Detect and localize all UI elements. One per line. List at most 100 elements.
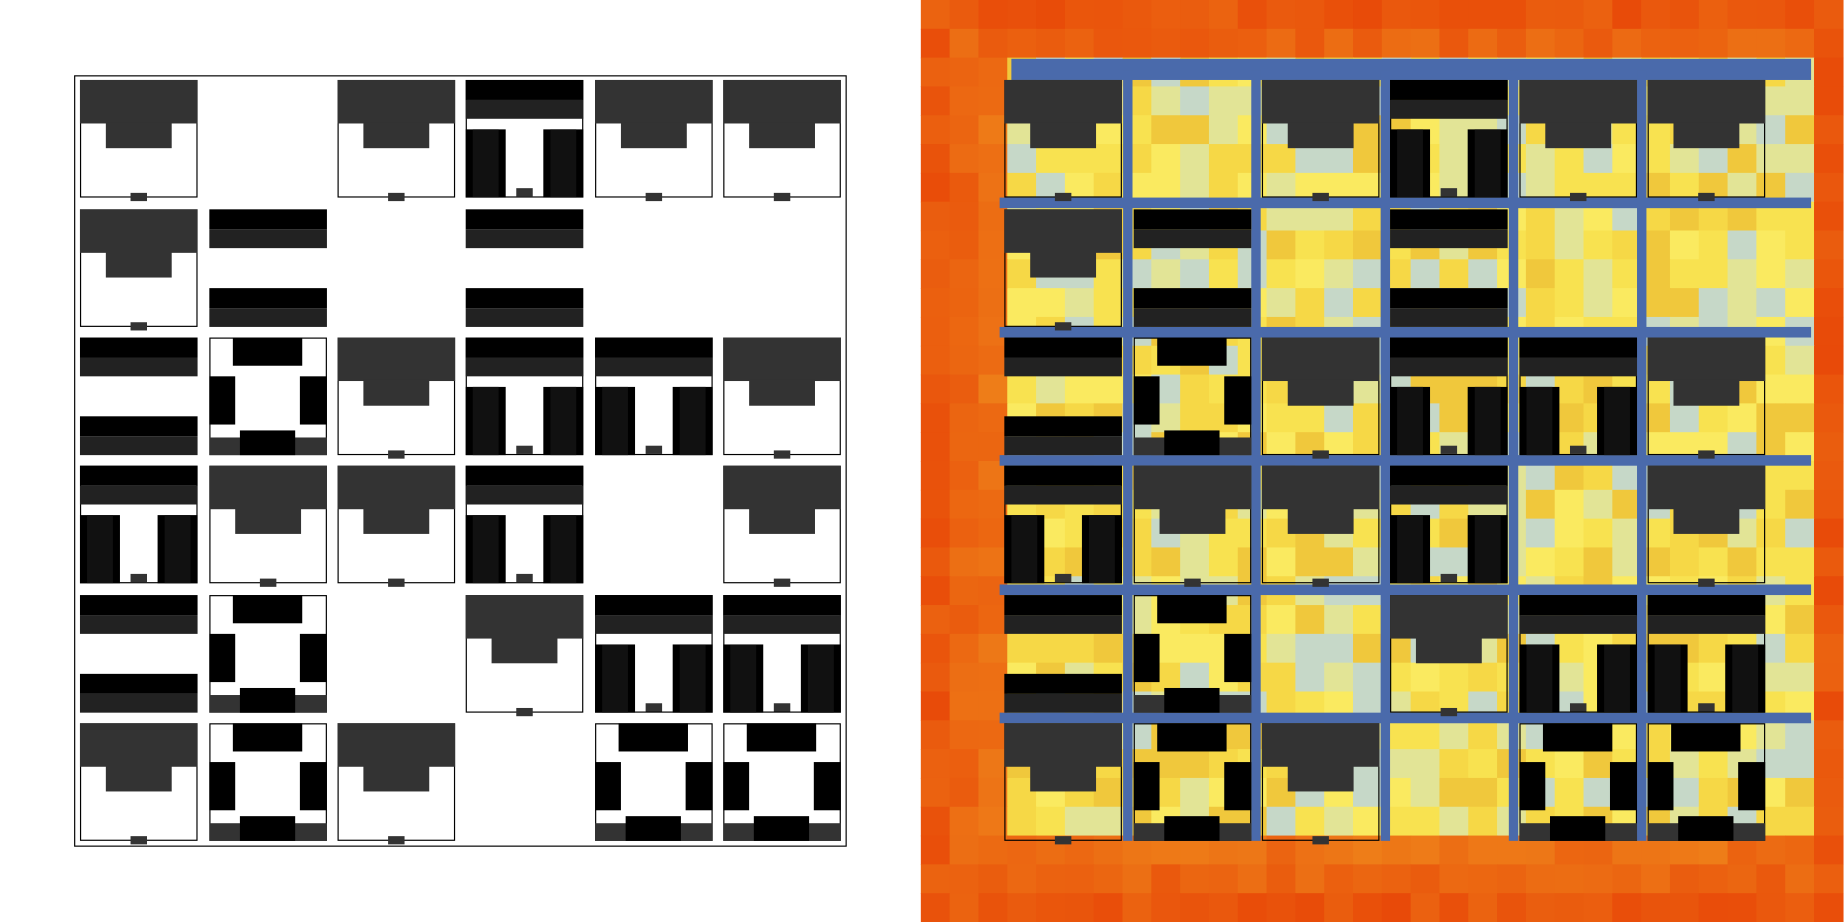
tile-notch	[1545, 122, 1612, 149]
heat-cell	[1554, 0, 1585, 30]
heat-cell	[1353, 403, 1383, 433]
heat-cell	[920, 230, 951, 261]
heat-cell	[1410, 259, 1441, 289]
heat-cell	[949, 576, 980, 606]
heat-cell	[1698, 259, 1729, 289]
tile-top	[1157, 723, 1227, 752]
tile-post-strip	[472, 129, 499, 198]
tile-bar	[1390, 465, 1508, 486]
tile-notch	[235, 508, 302, 534]
tile-bar	[465, 357, 584, 377]
heat-cell	[1093, 806, 1124, 837]
heat-cell	[949, 432, 980, 462]
tile-bar	[79, 693, 198, 713]
tile-bar	[465, 465, 584, 486]
tile-side	[209, 376, 236, 425]
heat-cell	[949, 691, 980, 722]
tile-foot	[1312, 578, 1329, 587]
heat-cell	[1525, 259, 1556, 289]
heat-cell	[1785, 720, 1815, 750]
heat-cell	[1814, 0, 1844, 30]
tile-notch	[1159, 508, 1226, 534]
heat-cell	[1439, 662, 1469, 693]
heat-cell	[1295, 662, 1325, 693]
heat-cell	[949, 0, 980, 30]
tile-post-strip	[164, 515, 191, 584]
heat-cell	[949, 662, 980, 693]
tile-base-block	[1678, 816, 1734, 841]
heat-cell	[1208, 115, 1239, 145]
heat-cell	[1698, 144, 1729, 174]
heat-cell	[1554, 28, 1585, 59]
tile-top	[1261, 337, 1380, 382]
heat-cell	[1814, 115, 1844, 145]
heat-cell	[1151, 0, 1181, 30]
tile-bar	[1004, 357, 1122, 377]
heat-cell	[1295, 259, 1325, 289]
tile-post-strip	[730, 644, 757, 713]
tile-bar	[79, 436, 198, 456]
heat-cell	[1295, 547, 1325, 577]
heat-cell	[920, 403, 951, 433]
heat-cell	[1093, 374, 1124, 405]
heat-cell	[1180, 374, 1210, 405]
heat-cell	[1468, 749, 1498, 779]
heat-cell	[1353, 144, 1383, 174]
heat-cell	[1439, 259, 1469, 289]
tile-foot	[259, 578, 277, 587]
heat-cell	[1814, 288, 1844, 318]
tile-base-block	[1164, 687, 1220, 713]
heat-cell	[1785, 806, 1815, 837]
heat-cell	[1353, 230, 1383, 261]
tile-bar	[1004, 693, 1122, 713]
heat-cell	[978, 288, 1008, 318]
heat-cell	[1093, 0, 1124, 30]
heat-cell	[1785, 605, 1815, 635]
tile-bar	[1004, 416, 1122, 437]
heat-cell	[1554, 749, 1585, 779]
tile-top	[337, 79, 456, 124]
tile-post-strip	[602, 644, 628, 713]
tile-bar	[79, 416, 198, 437]
heat-cell	[1151, 144, 1181, 174]
heat-cell	[1814, 403, 1844, 433]
heat-cell	[1497, 864, 1527, 894]
tile-post-strip	[1654, 644, 1681, 713]
heat-cell	[1727, 864, 1758, 894]
heat-cell	[1698, 864, 1729, 894]
heat-cell	[1756, 403, 1786, 433]
heat-cell	[1324, 605, 1354, 635]
heat-cell	[1554, 547, 1585, 577]
heat-cell	[1756, 230, 1786, 261]
heat-cell	[1093, 144, 1124, 174]
heat-cell	[1814, 28, 1844, 59]
tile-side	[1609, 762, 1638, 811]
heat-cell	[1698, 288, 1729, 318]
heat-cell	[1324, 28, 1354, 59]
heat-cell	[1669, 288, 1700, 318]
heat-cell	[949, 115, 980, 145]
heat-cell	[1036, 806, 1066, 837]
tile-post-strip	[1604, 386, 1630, 456]
heat-cell	[1727, 259, 1758, 289]
tile-bar	[1390, 99, 1508, 119]
tile-foot	[1054, 322, 1072, 331]
heat-cell	[920, 432, 951, 462]
heat-cell	[1814, 259, 1844, 289]
heat-cell	[1525, 518, 1556, 549]
heat-cell	[1295, 633, 1325, 664]
heat-cell	[1525, 0, 1556, 30]
tile-bar	[595, 595, 713, 616]
tile-top	[1004, 79, 1122, 124]
heat-cell	[920, 374, 951, 405]
heat-cell	[1554, 777, 1585, 808]
heat-cell	[1266, 864, 1297, 894]
heat-cell	[1295, 893, 1325, 922]
heat-cell	[949, 749, 980, 779]
heat-cell	[1785, 662, 1815, 693]
tile-bar	[1519, 615, 1638, 634]
heat-cell	[920, 259, 951, 289]
heat-cell	[1381, 864, 1412, 894]
tile-side	[209, 633, 236, 683]
